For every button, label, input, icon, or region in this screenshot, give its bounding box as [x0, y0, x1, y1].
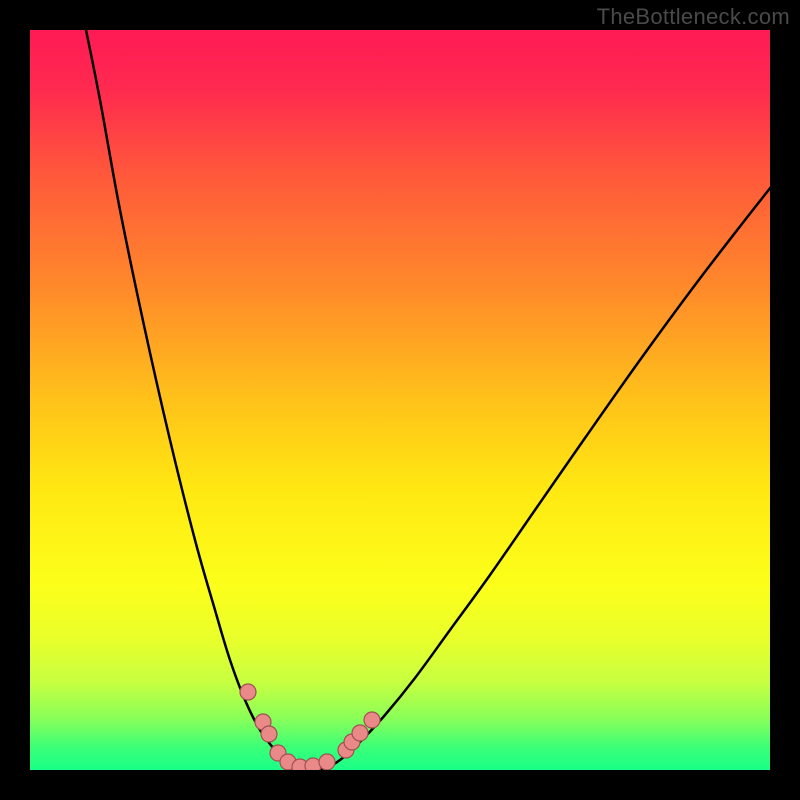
data-marker: [261, 726, 277, 742]
chart-container: TheBottleneck.com: [0, 0, 800, 800]
data-marker: [240, 684, 256, 700]
chart-svg: [30, 30, 770, 770]
chart-background: [30, 30, 770, 770]
data-marker: [319, 754, 335, 770]
data-marker: [305, 758, 321, 770]
plot-area: [30, 30, 770, 770]
watermark-text: TheBottleneck.com: [597, 4, 790, 30]
data-marker: [352, 725, 368, 741]
data-marker: [364, 712, 380, 728]
